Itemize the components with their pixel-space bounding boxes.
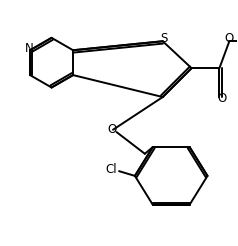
Text: O: O — [218, 92, 227, 105]
Text: S: S — [160, 32, 167, 45]
Text: N: N — [25, 42, 33, 55]
Text: Cl: Cl — [105, 163, 117, 176]
Text: O: O — [224, 32, 233, 45]
Text: O: O — [107, 123, 116, 136]
